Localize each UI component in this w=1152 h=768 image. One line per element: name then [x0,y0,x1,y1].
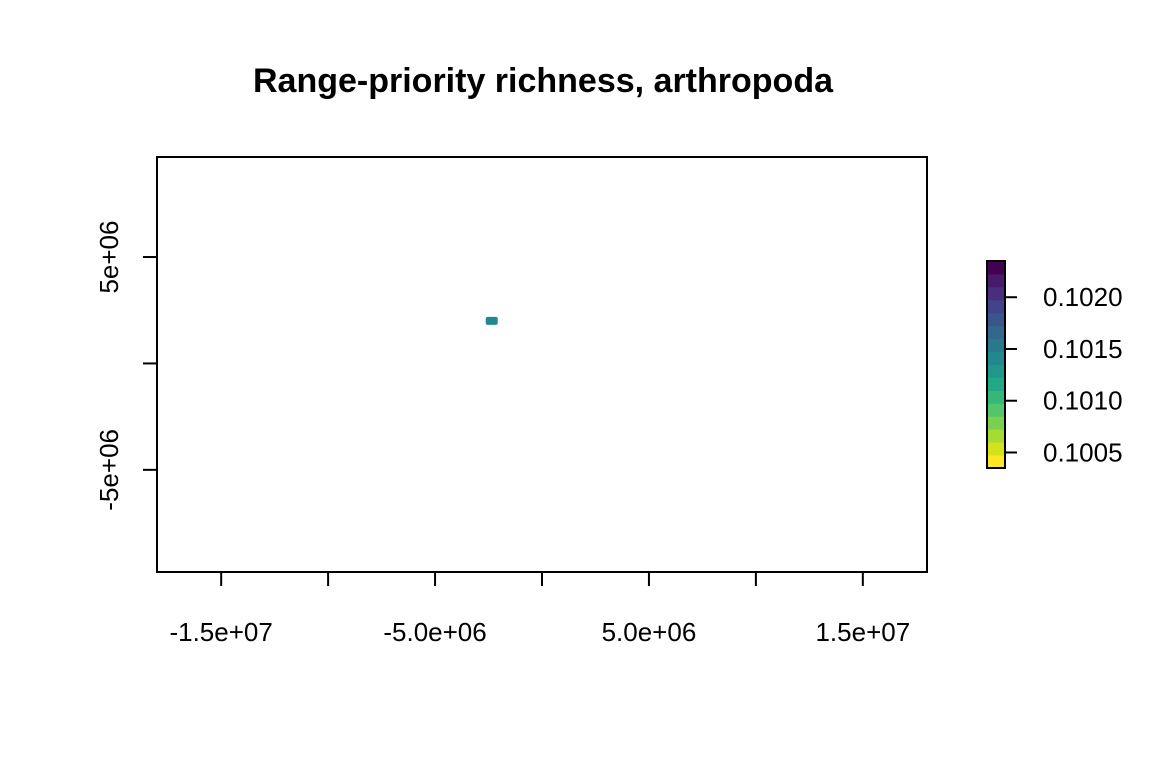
y-tick-label: -5e+06 [94,429,124,511]
x-tick-label: -1.5e+07 [169,617,272,647]
x-tick-label: 1.5e+07 [815,617,910,647]
legend-tick-label: 0.1015 [1043,334,1123,364]
legend-color-segment [987,442,1005,456]
x-tick-label: 5.0e+06 [602,617,697,647]
legend-color-segment [987,455,1005,469]
legend-color-segment [987,338,1005,353]
plot-area-frame [156,156,928,573]
y-tick-label: 5e+06 [94,221,124,294]
color-legend: 0.1020 0.1015 0.1010 0.1005 [986,260,1123,469]
legend-color-segment [987,364,1005,378]
y-axis: -5e+06 5e+06 [94,221,158,511]
data-layer [485,316,498,325]
chart-title: Range-priority richness, arthropoda [253,62,834,100]
legend-color-segment [987,299,1005,314]
x-axis: -1.5e+07 -5.0e+06 5.0e+06 1.5e+07 [169,571,910,647]
legend-tick-label: 0.1010 [1043,386,1123,416]
legend-color-segment [987,377,1005,391]
legend-color-segment [987,390,1005,404]
legend-color-segment [987,325,1005,340]
legend-color-segment [987,261,1005,275]
legend-color-segment [987,429,1005,443]
legend-color-segment [987,416,1005,430]
legend-frame [986,260,1006,469]
legend-color-segment [987,286,1005,301]
x-tick-label: -5.0e+06 [383,617,486,647]
legend-tick-label: 0.1020 [1043,282,1123,312]
legend-color-segment [987,403,1005,417]
legend-color-segment [987,351,1005,365]
legend-tick-label: 0.1005 [1043,437,1123,467]
data-point [485,316,498,325]
legend-color-segment [987,312,1005,327]
legend-color-segment [987,273,1005,288]
